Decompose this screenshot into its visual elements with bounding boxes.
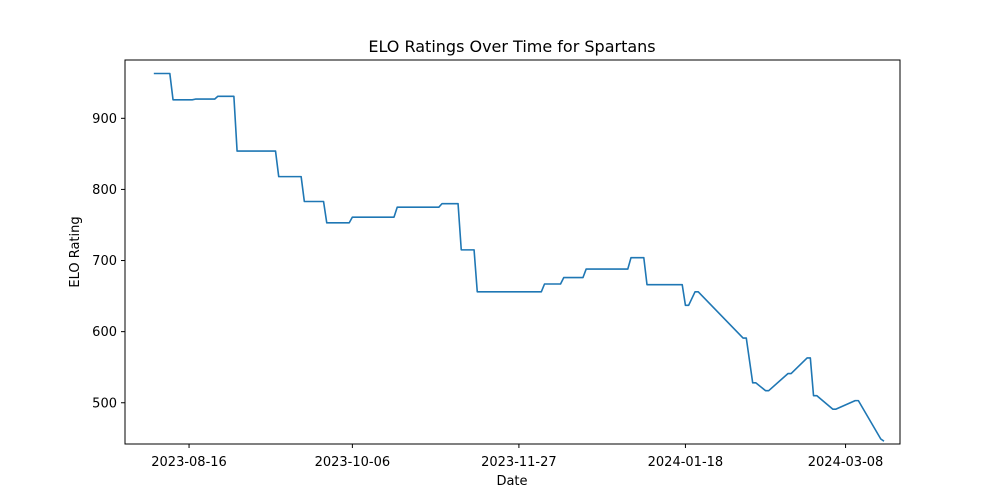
y-tick-label: 500 (92, 396, 117, 411)
axes-frame (124, 59, 901, 445)
y-tick-label: 900 (92, 112, 117, 127)
y-axis-label: ELO Rating (68, 216, 83, 287)
x-axis-ticks: 2023-08-16 2023-10-06 2023-11-27 2024-01-18… (151, 444, 883, 470)
chart-title: ELO Ratings Over Time for Spartans (368, 37, 655, 56)
x-axis-label: Date (496, 474, 527, 489)
x-tick-label: 2024-03-08 (808, 455, 884, 470)
x-tick-label: 2023-11-27 (481, 455, 557, 470)
y-axis-ticks: 500 600 700 800 900 (92, 112, 125, 411)
plot-area (124, 59, 901, 445)
y-tick-label: 800 (92, 183, 117, 198)
y-tick-label: 700 (92, 254, 117, 269)
series-line-0 (153, 72, 885, 442)
x-tick-label: 2023-10-06 (315, 455, 391, 470)
y-tick-label: 600 (92, 325, 117, 340)
x-tick-label: 2024-01-18 (648, 455, 724, 470)
x-tick-label: 2023-08-16 (151, 455, 227, 470)
